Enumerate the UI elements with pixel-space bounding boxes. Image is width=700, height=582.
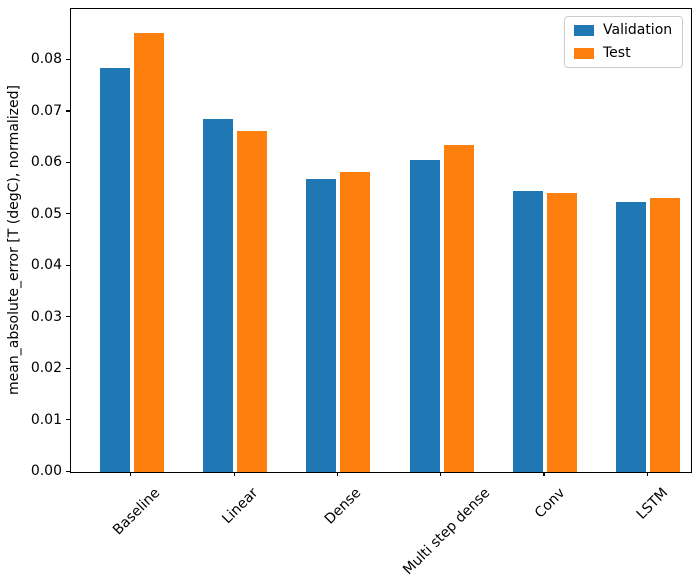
legend-item-test: Test — [574, 46, 672, 61]
bar-validation-dense — [306, 178, 337, 472]
y-tick — [66, 110, 70, 112]
plot-area — [70, 8, 692, 473]
y-tick-label: 0.08 — [30, 51, 62, 68]
bar-test-multi-step-dense — [443, 145, 474, 472]
y-tick — [66, 470, 70, 472]
y-tick-label: 0.07 — [30, 102, 62, 119]
x-tick-label-lstm: LSTM — [633, 485, 672, 523]
y-tick — [66, 58, 70, 61]
x-tick — [440, 472, 442, 476]
y-tick — [66, 316, 70, 318]
y-tick — [66, 367, 70, 369]
y-tick-label: 0.03 — [30, 308, 62, 325]
bar-validation-baseline — [99, 68, 130, 472]
y-tick — [66, 161, 70, 164]
legend-label-test: Test — [603, 45, 631, 61]
bar-validation-linear — [203, 119, 233, 472]
x-tick — [233, 472, 235, 476]
y-tick-label: 0.06 — [30, 154, 62, 171]
y-axis-label-container: mean_absolute_error [T (degC), normalize… — [6, 8, 22, 471]
bar-test-dense — [340, 172, 371, 472]
x-tick-label-dense: Dense — [321, 485, 365, 528]
y-tick-label: 0.04 — [30, 257, 62, 274]
x-tick-label-conv: Conv — [531, 485, 568, 522]
x-tick — [130, 472, 132, 476]
x-tick — [646, 472, 648, 476]
bar-test-conv — [546, 192, 577, 472]
bar-validation-lstm — [616, 202, 647, 472]
x-tick-label-baseline: Baseline — [109, 485, 163, 539]
y-tick — [66, 419, 70, 421]
legend-item-validation: Validation — [574, 23, 672, 38]
x-tick — [543, 472, 545, 476]
x-tick-label-multi-step-dense: Multi step dense — [399, 485, 493, 579]
y-tick-label: 0.01 — [30, 411, 62, 428]
legend-label-validation: Validation — [603, 22, 673, 38]
bar-test-baseline — [133, 33, 164, 472]
x-tick-label-linear: Linear — [218, 485, 261, 528]
legend: Validation Test — [564, 16, 684, 68]
y-axis-label: mean_absolute_error [T (degC), normalize… — [6, 84, 22, 395]
bar-validation-multi-step-dense — [409, 159, 440, 472]
y-tick-label: 0.02 — [30, 360, 62, 377]
x-tick — [336, 472, 338, 476]
bar-test-linear — [237, 131, 267, 472]
y-tick — [66, 213, 70, 215]
y-tick — [66, 264, 70, 266]
legend-swatch-validation — [574, 25, 594, 36]
bar-test-lstm — [650, 198, 681, 472]
bar-validation-conv — [512, 191, 543, 472]
legend-swatch-test — [574, 48, 594, 59]
y-tick-label: 0.00 — [30, 463, 62, 479]
y-tick-label: 0.05 — [30, 205, 62, 222]
